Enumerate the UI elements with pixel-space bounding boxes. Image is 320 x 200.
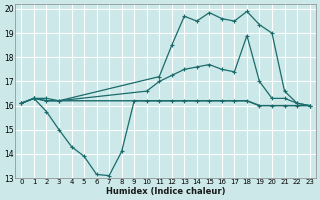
X-axis label: Humidex (Indice chaleur): Humidex (Indice chaleur) — [106, 187, 225, 196]
